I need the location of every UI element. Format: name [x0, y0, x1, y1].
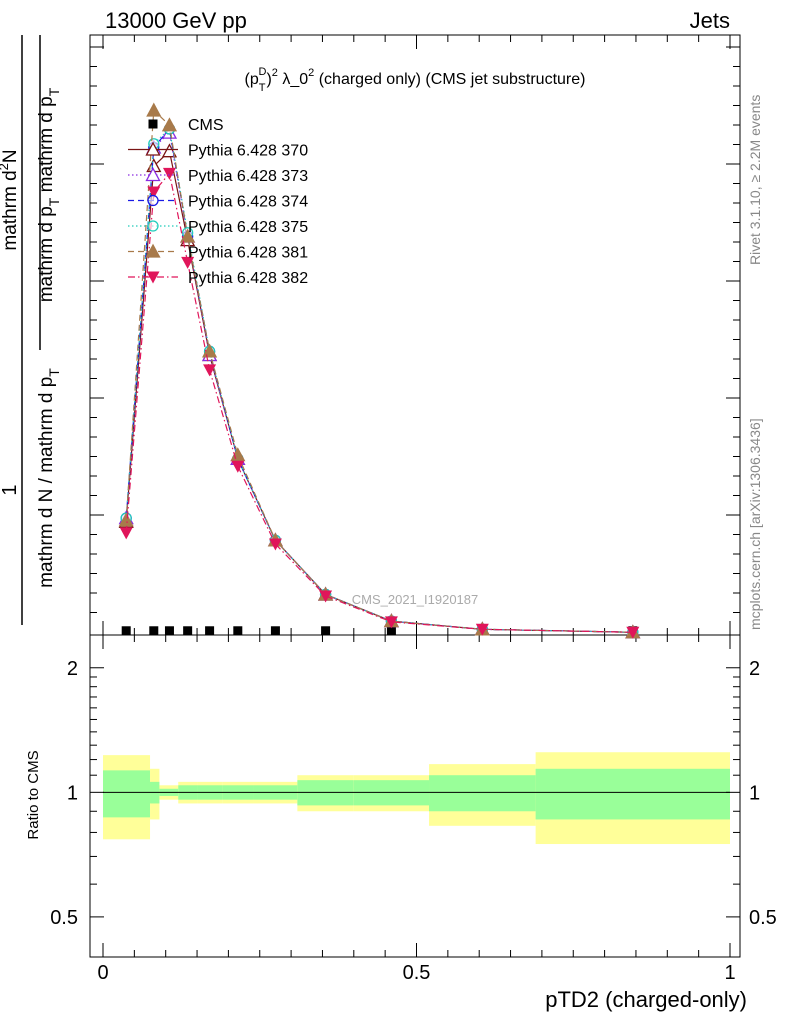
data-point: [319, 590, 333, 603]
data-point: [270, 626, 280, 636]
legend-marker: [145, 243, 161, 258]
data-point: [164, 626, 174, 636]
ratio-band-stat: [429, 775, 536, 812]
legend-label: CMS: [188, 117, 224, 134]
upper-y-label: 1 mathrm d N / mathrm d pT mathrm d2N ma…: [0, 35, 62, 625]
x-tick-label: 0: [97, 962, 108, 984]
title-part-open: (p: [245, 71, 259, 88]
title-sup-2b: 2: [308, 67, 314, 79]
ratio-band-stat: [103, 770, 151, 818]
data-point: [386, 626, 396, 636]
legend-entry: CMS: [148, 117, 224, 134]
legend-entry: Pythia 6.428 375: [128, 219, 308, 236]
legend-label: Pythia 6.428 375: [188, 219, 308, 236]
axes-ticks: 0 0.5 1 0.5 0.5 1 1 2 2: [50, 35, 777, 984]
title-sub-t: T: [259, 82, 266, 94]
ratio-y-tick-label-right: 2: [749, 658, 760, 680]
legend-marker: [148, 119, 158, 129]
ratio-panel-frame: [89, 634, 741, 958]
legend-marker: [147, 220, 159, 232]
data-point: [230, 447, 246, 462]
data-point: [203, 364, 217, 377]
data-point: [384, 616, 398, 629]
data-point: [475, 623, 489, 636]
legend-label: Pythia 6.428 374: [188, 194, 308, 211]
legend-marker: [146, 271, 160, 284]
x-tick-label: 1: [724, 962, 735, 984]
legend-entry: Pythia 6.428 382: [128, 270, 308, 287]
analysis-watermark: CMS_2021_I1920187: [352, 592, 479, 607]
data-point: [205, 626, 215, 636]
ratio-band-stat: [535, 768, 730, 820]
legend-entry: Pythia 6.428 374: [128, 194, 308, 211]
data-point: [149, 626, 159, 636]
legend: CMS Pythia 6.428 370 Pythia 6.428 373 Pythi…: [128, 117, 308, 287]
ratio-y-tick-label-left: 1: [67, 782, 78, 804]
data-point: [626, 626, 640, 639]
legend-label: Pythia 6.428 370: [188, 143, 308, 160]
ratio-y-label: Ratio to CMS: [25, 750, 42, 839]
data-point: [118, 512, 134, 527]
data-point: [233, 626, 243, 636]
data-point: [147, 186, 161, 199]
title-sup-2: 2: [272, 67, 278, 79]
ratio-y-tick-label-left: 0.5: [50, 907, 78, 929]
title-sup-d: D: [258, 66, 266, 78]
header-right: Jets: [690, 8, 730, 33]
data-point: [146, 102, 162, 117]
series-layer: [118, 102, 641, 639]
y-label-numerator-top: mathrm d2N: [0, 149, 21, 250]
legend-marker: [145, 167, 161, 182]
data-point: [162, 167, 176, 180]
x-tick-label: 0.5: [403, 962, 431, 984]
legend-marker: [147, 194, 159, 207]
data-point: [119, 527, 133, 540]
rivet-label: Rivet 3.1.10, ≥ 2.2M events: [747, 95, 763, 265]
x-axis-label: pTD2 (charged-only): [545, 987, 747, 1012]
mcplots-label: mcplots.cern.ch [arXiv:1306.3436]: [747, 418, 763, 630]
series-line: [125, 172, 633, 633]
data-point: [161, 143, 178, 158]
header-left: 13000 GeV pp: [105, 8, 247, 33]
legend-entry: Pythia 6.428 381: [128, 243, 308, 262]
ratio-y-tick-label-left: 2: [67, 658, 78, 680]
y-label-denominator: mathrm d N / mathrm d pT: [36, 368, 62, 588]
data-point: [181, 256, 195, 269]
title-part-close: ): [266, 71, 271, 88]
data-point: [321, 626, 331, 636]
data-point: [201, 343, 218, 358]
ratio-bands: [103, 752, 730, 845]
series-6: [119, 167, 640, 639]
legend-label: Pythia 6.428 381: [188, 245, 308, 262]
plot-title: (pTD)2 λ_02 (charged only) (CMS jet subs…: [245, 66, 586, 94]
data-point: [183, 626, 193, 636]
y-label-one: 1: [0, 484, 21, 495]
series-line: [125, 109, 633, 633]
legend-label: Pythia 6.428 382: [188, 270, 308, 287]
data-point: [180, 228, 196, 243]
title-part-rest: λ_0: [278, 71, 308, 88]
data-point: [268, 538, 282, 551]
ratio-y-tick-label-right: 1: [749, 782, 760, 804]
ratio-y-tick-label-right: 0.5: [749, 907, 777, 929]
data-point: [121, 626, 131, 636]
legend-marker: [145, 141, 161, 156]
legend-label: Pythia 6.428 373: [188, 168, 308, 185]
legend-entry: Pythia 6.428 373: [128, 167, 308, 185]
data-point: [161, 117, 178, 132]
legend-entry: Pythia 6.428 370: [128, 141, 308, 160]
title-part-tail: (charged only) (CMS jet substructure): [314, 71, 585, 88]
data-point: [231, 460, 245, 473]
